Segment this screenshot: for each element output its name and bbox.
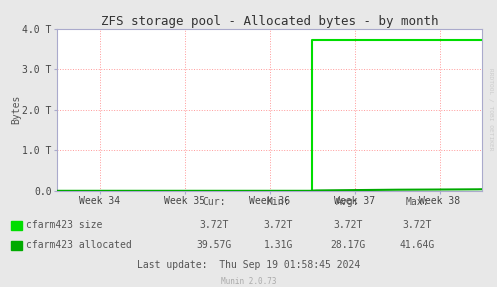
Text: 39.57G: 39.57G — [196, 241, 231, 250]
Text: RRDTOOL / TOBI OETIKER: RRDTOOL / TOBI OETIKER — [489, 68, 494, 150]
Text: 3.72T: 3.72T — [333, 220, 363, 230]
Y-axis label: Bytes: Bytes — [11, 95, 21, 125]
Text: Last update:  Thu Sep 19 01:58:45 2024: Last update: Thu Sep 19 01:58:45 2024 — [137, 261, 360, 270]
Text: Cur:: Cur: — [202, 197, 226, 207]
Text: 3.72T: 3.72T — [199, 220, 229, 230]
Text: cfarm423 size: cfarm423 size — [26, 220, 102, 230]
Text: 3.72T: 3.72T — [403, 220, 432, 230]
Text: 41.64G: 41.64G — [400, 241, 435, 250]
Text: 3.72T: 3.72T — [263, 220, 293, 230]
Text: 28.17G: 28.17G — [331, 241, 365, 250]
Title: ZFS storage pool - Allocated bytes - by month: ZFS storage pool - Allocated bytes - by … — [101, 15, 438, 28]
Text: Munin 2.0.73: Munin 2.0.73 — [221, 277, 276, 286]
Text: Max:: Max: — [406, 197, 429, 207]
Text: cfarm423 allocated: cfarm423 allocated — [26, 241, 132, 250]
Text: 1.31G: 1.31G — [263, 241, 293, 250]
Text: Avg:: Avg: — [336, 197, 360, 207]
Text: Min:: Min: — [266, 197, 290, 207]
